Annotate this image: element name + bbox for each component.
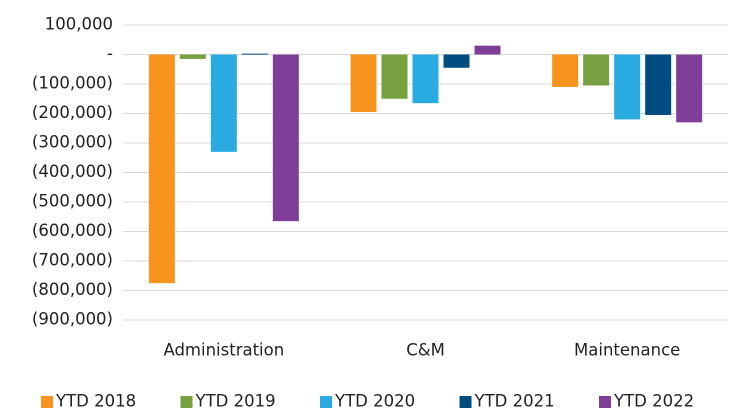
bar xyxy=(241,53,268,55)
y-tick-label: (800,000) xyxy=(32,280,113,299)
legend-swatch xyxy=(320,396,332,408)
legend-label: YTD 2022 xyxy=(613,392,694,411)
bar xyxy=(443,54,470,68)
y-tick-label: (600,000) xyxy=(32,221,113,240)
bar xyxy=(148,54,175,284)
y-tick-label: (300,000) xyxy=(32,133,113,152)
x-tick-label: Administration xyxy=(163,341,284,360)
legend-label: YTD 2019 xyxy=(195,392,276,411)
bar xyxy=(676,54,703,123)
x-tick-label: Maintenance xyxy=(574,341,680,360)
legend-swatch xyxy=(41,396,53,408)
bar xyxy=(210,54,237,152)
legend-label: YTD 2018 xyxy=(55,392,136,411)
legend-label: YTD 2020 xyxy=(334,392,415,411)
bar xyxy=(614,54,641,120)
bar xyxy=(179,54,206,59)
y-tick-label: (400,000) xyxy=(32,162,113,181)
bar xyxy=(381,54,408,99)
bar xyxy=(645,54,672,115)
bar xyxy=(474,45,501,55)
legend-swatch xyxy=(180,396,193,408)
y-tick-label: - xyxy=(107,44,113,63)
legend-swatch xyxy=(599,396,611,408)
y-tick-label: 100,000 xyxy=(45,15,113,34)
bar xyxy=(350,54,377,113)
bar xyxy=(272,54,299,222)
bar xyxy=(412,54,439,104)
legend-label: YTD 2021 xyxy=(474,392,555,411)
bar xyxy=(552,54,579,87)
x-tick-label: C&M xyxy=(406,341,445,360)
bar xyxy=(583,54,610,86)
y-tick-label: (200,000) xyxy=(32,103,113,122)
y-tick-label: (100,000) xyxy=(32,74,113,93)
y-tick-label: (500,000) xyxy=(32,192,113,211)
y-tick-label: (700,000) xyxy=(32,251,113,270)
y-tick-label: (900,000) xyxy=(32,310,113,329)
legend-swatch xyxy=(459,396,472,408)
